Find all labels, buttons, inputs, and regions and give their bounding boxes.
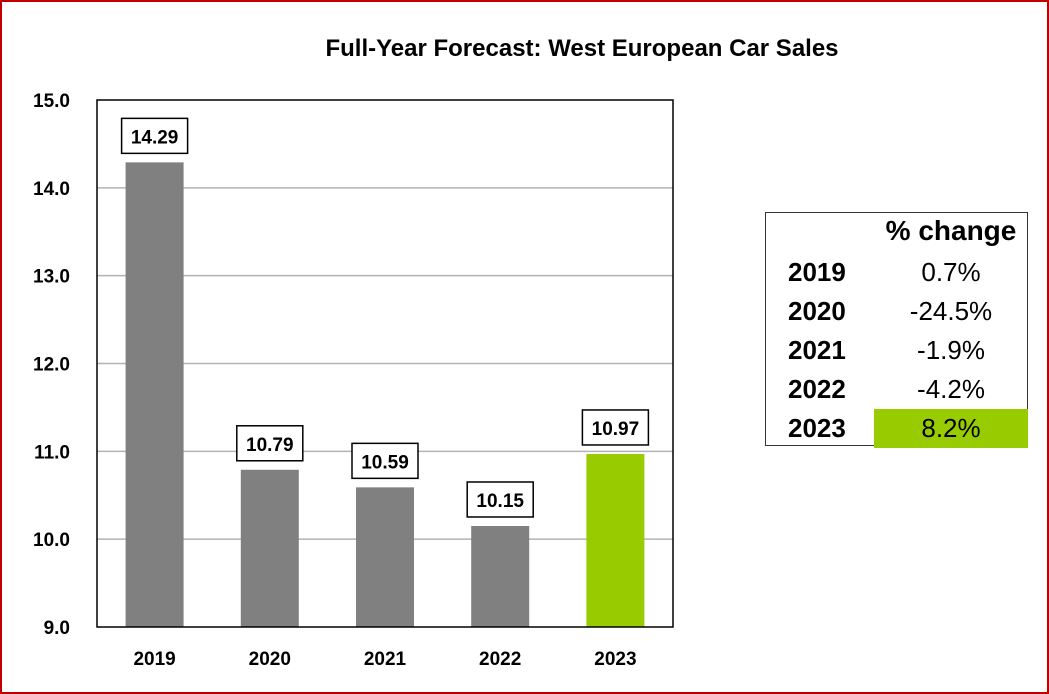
bar-2021 xyxy=(356,487,414,627)
table-year: 2022 xyxy=(788,374,846,404)
data-label-box xyxy=(581,409,650,446)
y-tick-label: 14.0 xyxy=(33,179,70,200)
percent-change-table: % change 2019 0.7% 2020 -24.5% 2021 -1.9% 2022… xyxy=(765,212,1028,448)
table-row: 2023 8.2% xyxy=(766,409,1028,448)
data-label: 14.29 xyxy=(131,127,179,148)
plot-area-border xyxy=(96,99,674,628)
bar-2019 xyxy=(125,162,184,627)
table-change-value: 8.2% xyxy=(874,409,1028,448)
chart-title: Full-Year Forecast: West European Car Sa… xyxy=(325,35,838,62)
x-tick-label: 2019 xyxy=(133,649,175,670)
bar-2023 xyxy=(586,453,645,627)
table-row: 2021 -1.9% xyxy=(766,331,1027,370)
y-tick-label: 11.0 xyxy=(34,442,70,463)
data-label-box xyxy=(120,117,189,155)
table-change-value: -24.5% xyxy=(909,296,993,326)
table-change-value: 0.7% xyxy=(921,257,981,287)
data-label: 10.59 xyxy=(361,452,409,473)
x-tick-label: 2022 xyxy=(479,649,521,670)
x-tick-label: 2023 xyxy=(594,649,636,670)
table-change-value: -1.9% xyxy=(917,335,985,365)
table-row: 2020 -24.5% xyxy=(766,292,1027,331)
data-label: 10.97 xyxy=(592,419,640,440)
table-year: 2019 xyxy=(788,257,846,287)
y-tick-label: 12.0 xyxy=(33,355,70,376)
table-year: 2021 xyxy=(788,335,846,365)
table-year: 2023 xyxy=(788,413,846,443)
data-label-box xyxy=(351,442,419,480)
table-header: % change xyxy=(885,215,1017,246)
data-label: 10.79 xyxy=(246,435,294,456)
x-tick-label: 2021 xyxy=(364,649,407,670)
y-tick-label: 13.0 xyxy=(33,267,70,288)
bar-2020 xyxy=(240,469,299,627)
x-tick-label: 2020 xyxy=(249,649,291,670)
y-tick-label: 9.0 xyxy=(44,618,70,639)
y-tick-label: 10.0 xyxy=(33,530,70,551)
table-year: 2020 xyxy=(788,296,846,326)
table-change-value: -4.2% xyxy=(917,374,985,404)
data-label-box xyxy=(466,481,534,518)
table-row: 2019 0.7% xyxy=(766,253,1027,292)
bar-2022 xyxy=(471,525,530,627)
y-tick-label: 15.0 xyxy=(33,91,70,112)
data-label: 10.15 xyxy=(476,491,524,512)
data-label-box xyxy=(236,425,304,462)
table-row: 2022 -4.2% xyxy=(766,370,1027,409)
